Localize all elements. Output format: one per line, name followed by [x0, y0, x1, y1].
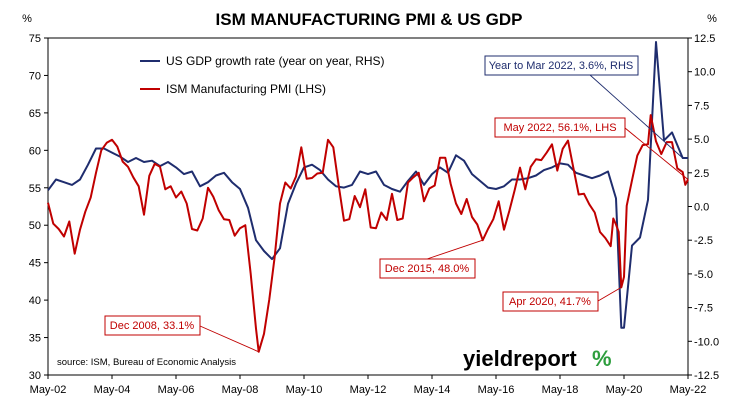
left-axis-tick-label: 55	[29, 183, 41, 195]
left-axis-tick-label: 50	[29, 220, 41, 232]
left-axis-tick-label: 40	[29, 295, 41, 307]
left-axis-tick-label: 45	[29, 258, 41, 270]
x-axis-tick-label: May-04	[94, 384, 131, 396]
left-axis-tick-label: 65	[29, 108, 41, 120]
right-axis-tick-label: -7.5	[694, 303, 713, 315]
annotation-box-pmi-dec-2008	[104, 315, 201, 336]
x-axis-tick-label: May-02	[30, 384, 67, 396]
right-axis-tick-label: 5.0	[694, 134, 709, 146]
left-axis-unit: %	[22, 13, 32, 25]
brand-wordmark: yieldreport	[463, 346, 577, 371]
annotation-box-gdp-mar-2022	[484, 55, 639, 76]
x-axis-tick-label: May-10	[286, 384, 323, 396]
ism-pmi-line	[47, 114, 689, 353]
source-note: source: ISM, Bureau of Economic Analysis	[57, 357, 236, 368]
right-axis-tick-label: 12.5	[694, 33, 715, 45]
annotation-box-pmi-apr-2020	[502, 291, 599, 312]
right-axis-tick-label: -10.0	[694, 336, 719, 348]
left-axis-tick-label: 35	[29, 333, 41, 345]
annotation-leader-line	[199, 325, 259, 353]
x-axis-tick-label: May-20	[606, 384, 643, 396]
right-axis-tick-label: 7.5	[694, 100, 709, 112]
x-axis: May-02 May-04 May-06 May-08 May-10 May-12 May-…	[30, 375, 707, 396]
left-axis-tick-label: 70	[29, 70, 41, 82]
chart-title: ISM MANUFACTURING PMI & US GDP	[216, 10, 523, 29]
annotation-leader-line	[597, 287, 622, 302]
x-axis-tick-label: May-06	[158, 384, 195, 396]
legend-label-pmi: ISM Manufacturing PMI (LHS)	[166, 82, 326, 96]
right-axis-tick-label: 10.0	[694, 67, 715, 79]
brand-logo: yieldreport %	[463, 346, 612, 371]
gdp-growth-line	[47, 41, 688, 329]
annotation-pmi-dec-2015: Dec 2015, 48.0%	[385, 263, 470, 275]
x-axis-tick-label: May-16	[478, 384, 515, 396]
left-axis-tick-label: 75	[29, 33, 41, 45]
annotation-box-pmi-may-2022	[494, 117, 626, 138]
right-axis: -12.5 -10.0 -7.5 -5.0 -2.5 0.0 2.5 5.0 7.5 10.0 12…	[688, 33, 719, 382]
right-axis-tick-label: -5.0	[694, 269, 713, 281]
right-axis-tick-label: -2.5	[694, 235, 713, 247]
annotation-pmi-dec-2008: Dec 2008, 33.1%	[110, 320, 195, 332]
right-axis-tick-label: -12.5	[694, 370, 719, 382]
left-axis: 30 35 40 45 50 55 60 65 70 75	[29, 33, 48, 382]
x-axis-tick-label: May-08	[222, 384, 259, 396]
annotation-pmi-may-2022: May 2022, 56.1%, LHS	[503, 122, 616, 134]
annotation-leader-line	[589, 74, 684, 159]
series-layer	[47, 41, 689, 353]
right-axis-tick-label: 2.5	[694, 168, 709, 180]
annotation-leader-line	[624, 127, 689, 180]
left-axis-tick-label: 30	[29, 370, 41, 382]
legend-label-gdp: US GDP growth rate (year on year, RHS)	[166, 54, 385, 68]
annotation-pmi-apr-2020: Apr 2020, 41.7%	[509, 296, 591, 308]
x-axis-tick-label: May-18	[542, 384, 579, 396]
annotation-box-pmi-dec-2015	[379, 258, 476, 279]
annotation-leader-line	[426, 239, 483, 260]
right-axis-tick-label: 0.0	[694, 202, 709, 214]
x-axis-tick-label: May-14	[414, 384, 451, 396]
annotation-gdp-mar-2022: Year to Mar 2022, 3.6%, RHS	[489, 60, 634, 72]
x-axis-tick-label: May-12	[350, 384, 387, 396]
x-axis-tick-label: May-22	[670, 384, 707, 396]
left-axis-tick-label: 60	[29, 145, 41, 157]
legend: US GDP growth rate (year on year, RHS) I…	[140, 54, 385, 96]
annotations: Year to Mar 2022, 3.6%, RHS May 2022, 56…	[104, 55, 689, 353]
brand-percent-symbol: %	[592, 346, 612, 371]
right-axis-unit: %	[707, 13, 717, 25]
